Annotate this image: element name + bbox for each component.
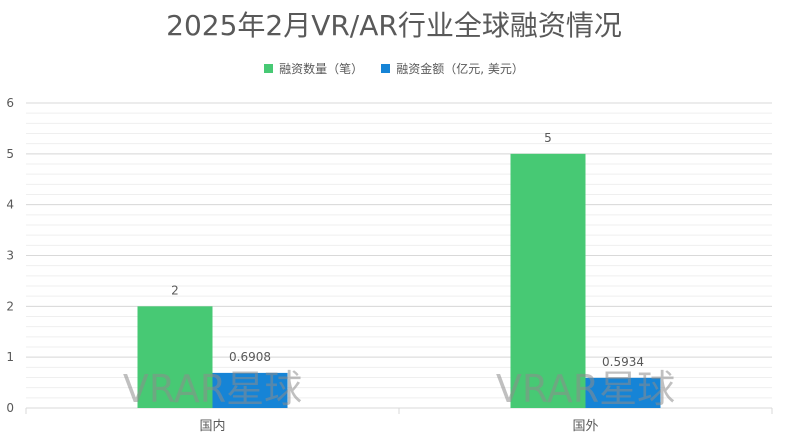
y-tick-label: 5 [6, 147, 14, 161]
legend: 融资数量（笔） 融资金额（亿元, 美元） [0, 60, 788, 77]
y-tick-label: 6 [6, 96, 14, 110]
x-tick-label: 国内 [199, 418, 225, 434]
data-label: 5 [544, 131, 552, 145]
chart-title: 2025年2月VR/AR行业全球融资情况 [166, 9, 622, 42]
y-tick-label: 2 [6, 299, 14, 313]
data-label: 0.5934 [602, 355, 644, 369]
legend-label-count: 融资数量（笔） [279, 62, 364, 76]
x-tick-label: 国外 [572, 419, 598, 434]
y-tick-label: 3 [6, 249, 14, 263]
y-tick-label: 0 [6, 401, 14, 415]
watermark-logo: VRAR星球 [496, 367, 675, 411]
legend-swatch-count [264, 64, 274, 73]
y-tick-label: 4 [6, 198, 14, 212]
bar [585, 377, 661, 408]
watermark-logo: VRAR星球 [123, 367, 302, 411]
y-tick-label: 1 [6, 350, 14, 364]
bar [510, 153, 586, 408]
data-label: 2 [171, 283, 179, 297]
legend-swatch-amount [381, 64, 391, 73]
legend-item-count: 融资数量（笔） [264, 60, 363, 77]
legend-item-amount: 融资金额（亿元, 美元） [381, 60, 524, 77]
bar [137, 306, 213, 408]
data-label: 0.6908 [229, 350, 271, 364]
bar [212, 372, 288, 408]
legend-label-amount: 融资金额（亿元, 美元） [396, 62, 524, 76]
